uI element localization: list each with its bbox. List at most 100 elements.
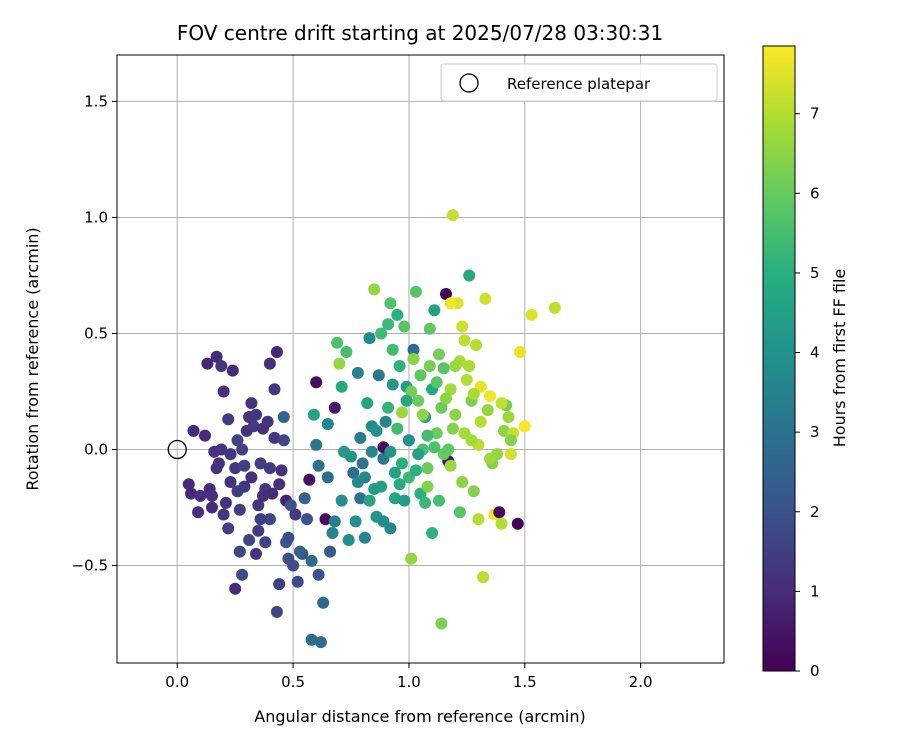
data-point — [379, 415, 392, 428]
data-point — [442, 443, 455, 456]
colorbar-label: Hours from first FF file — [830, 269, 849, 448]
data-point — [479, 292, 492, 305]
data-point — [361, 397, 374, 410]
data-point — [312, 459, 325, 472]
data-point — [291, 575, 304, 588]
data-point — [194, 489, 207, 502]
data-point — [233, 503, 246, 516]
data-point — [372, 369, 385, 382]
data-point — [409, 285, 422, 298]
data-point — [245, 471, 258, 484]
x-axis-ticks: 0.0 0.5 1.0 1.5 2.0 — [165, 663, 653, 691]
data-point — [511, 517, 524, 530]
data-point — [206, 501, 218, 514]
data-point — [402, 434, 415, 447]
data-point — [423, 322, 436, 335]
data-point — [277, 434, 290, 447]
data-point — [467, 387, 480, 400]
data-point — [470, 339, 483, 352]
data-point — [435, 617, 448, 630]
data-point — [548, 301, 561, 314]
data-point — [396, 406, 408, 419]
data-point — [421, 480, 434, 493]
data-point — [428, 304, 441, 317]
data-point — [345, 450, 357, 463]
data-point — [391, 308, 404, 321]
data-point — [405, 385, 418, 398]
data-point — [331, 336, 344, 349]
data-point — [377, 515, 390, 528]
data-point — [266, 487, 279, 500]
data-point — [321, 418, 334, 430]
data-point — [224, 476, 237, 488]
y-axis-label: Rotation from reference (arcmin) — [23, 227, 42, 490]
data-point — [481, 404, 494, 417]
y-tick-label: 0.5 — [84, 324, 108, 342]
data-point — [477, 571, 490, 584]
scatter-points — [182, 209, 561, 649]
data-point — [326, 527, 339, 539]
data-point — [444, 297, 457, 310]
data-point — [312, 568, 325, 581]
data-point — [250, 408, 262, 421]
data-point — [263, 357, 276, 370]
data-point — [386, 343, 399, 356]
data-point — [236, 568, 249, 581]
x-axis-label: Angular distance from reference (arcmin) — [254, 707, 585, 726]
data-point — [270, 346, 283, 358]
data-point — [243, 534, 256, 546]
data-point — [409, 464, 422, 477]
data-point — [389, 492, 401, 505]
data-point — [263, 513, 276, 526]
data-point — [497, 424, 510, 437]
y-tick-label: 1.0 — [84, 208, 108, 226]
data-point — [289, 508, 302, 521]
data-point — [273, 478, 286, 491]
data-point — [349, 515, 362, 528]
data-point — [294, 545, 306, 558]
data-point — [430, 427, 443, 440]
data-point — [310, 438, 323, 451]
data-point — [504, 434, 517, 447]
data-point — [407, 343, 420, 356]
data-point — [229, 582, 242, 595]
data-point — [437, 362, 450, 375]
data-point — [342, 534, 355, 546]
data-point — [328, 401, 341, 414]
legend-box — [440, 63, 718, 102]
chart-title: FOV centre drift starting at 2025/07/28 … — [177, 21, 663, 45]
data-point — [419, 496, 432, 509]
y-axis-ticks: −0.5 0.0 0.5 1.0 1.5 — [72, 92, 117, 575]
data-point — [233, 545, 246, 558]
data-point — [199, 429, 211, 442]
colorbar-tick-label: 4 — [810, 344, 820, 362]
data-point — [370, 424, 383, 437]
data-point — [423, 360, 436, 372]
data-point — [440, 392, 452, 405]
data-point — [358, 531, 371, 544]
data-point — [252, 499, 265, 512]
data-point — [210, 462, 223, 475]
data-point — [400, 394, 413, 407]
data-point — [472, 513, 485, 526]
data-point — [219, 496, 232, 509]
data-point — [449, 408, 462, 421]
data-point — [238, 459, 251, 472]
data-point — [382, 401, 395, 414]
data-point — [354, 492, 367, 505]
data-point — [259, 536, 272, 549]
data-point — [303, 473, 316, 486]
data-point — [317, 596, 330, 609]
data-point — [224, 448, 237, 461]
data-point — [484, 390, 496, 403]
data-point — [340, 346, 353, 358]
data-point — [229, 462, 242, 475]
colorbar-tick-label: 6 — [810, 184, 820, 202]
data-point — [421, 462, 434, 475]
data-point — [333, 357, 346, 370]
data-point — [465, 434, 478, 447]
data-point — [247, 420, 260, 433]
data-point — [391, 422, 404, 435]
legend-marker — [459, 73, 479, 93]
data-point — [502, 411, 515, 423]
